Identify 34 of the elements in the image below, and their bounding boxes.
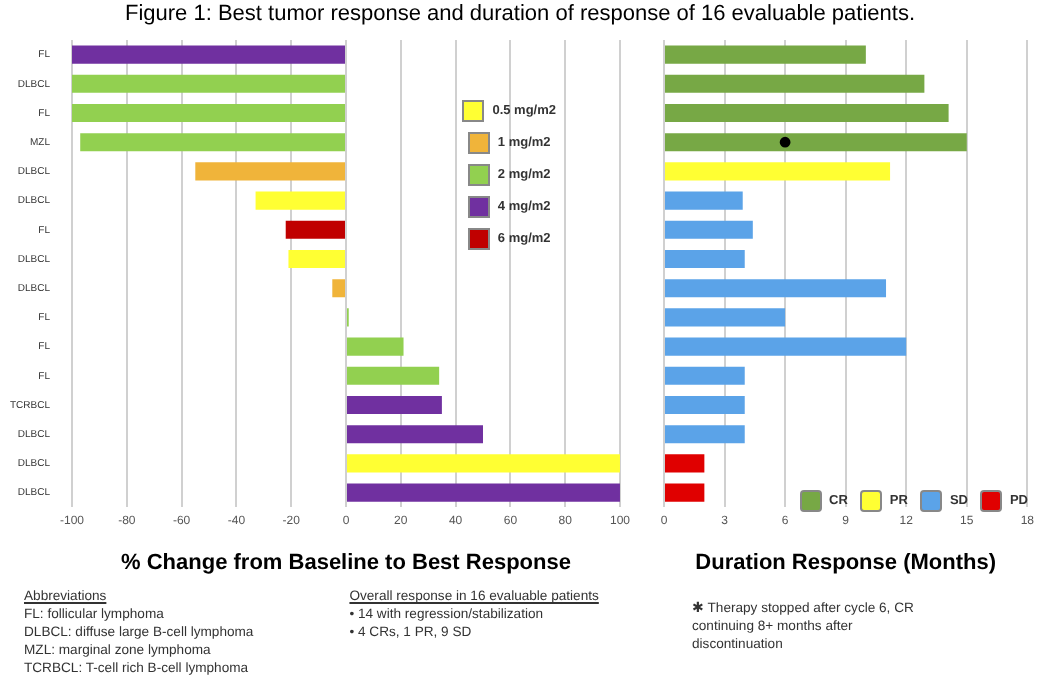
bar [255,191,345,210]
bar [665,366,745,385]
bar [347,337,404,356]
bar [72,45,345,64]
chart-title: Figure 1: Best tumor response and duration of response of 16 evaluable patients. [122,2,918,26]
bar [195,162,345,181]
bar [665,74,925,93]
bar [665,279,887,298]
bar [347,454,620,473]
bar [665,103,949,123]
bar [665,191,743,210]
x-axis-title: % Change from Baseline to Best Response [121,550,571,575]
bar [665,483,705,502]
bar [72,74,345,93]
bar [665,133,967,152]
bar [665,220,753,239]
bar [665,308,786,327]
bar [665,249,745,269]
bar [665,425,745,444]
bar [347,395,442,415]
x-axis-title: Duration Response (Months) [695,550,997,575]
bar [332,279,345,298]
bar [347,425,483,444]
bar [72,103,345,123]
bar [665,395,745,415]
bar [665,45,866,64]
bar [288,249,345,269]
bar [665,162,891,181]
bar [285,220,345,239]
bar [80,133,345,152]
bar [665,454,705,473]
bar [347,483,620,502]
bar [347,366,440,385]
bar [665,337,907,356]
